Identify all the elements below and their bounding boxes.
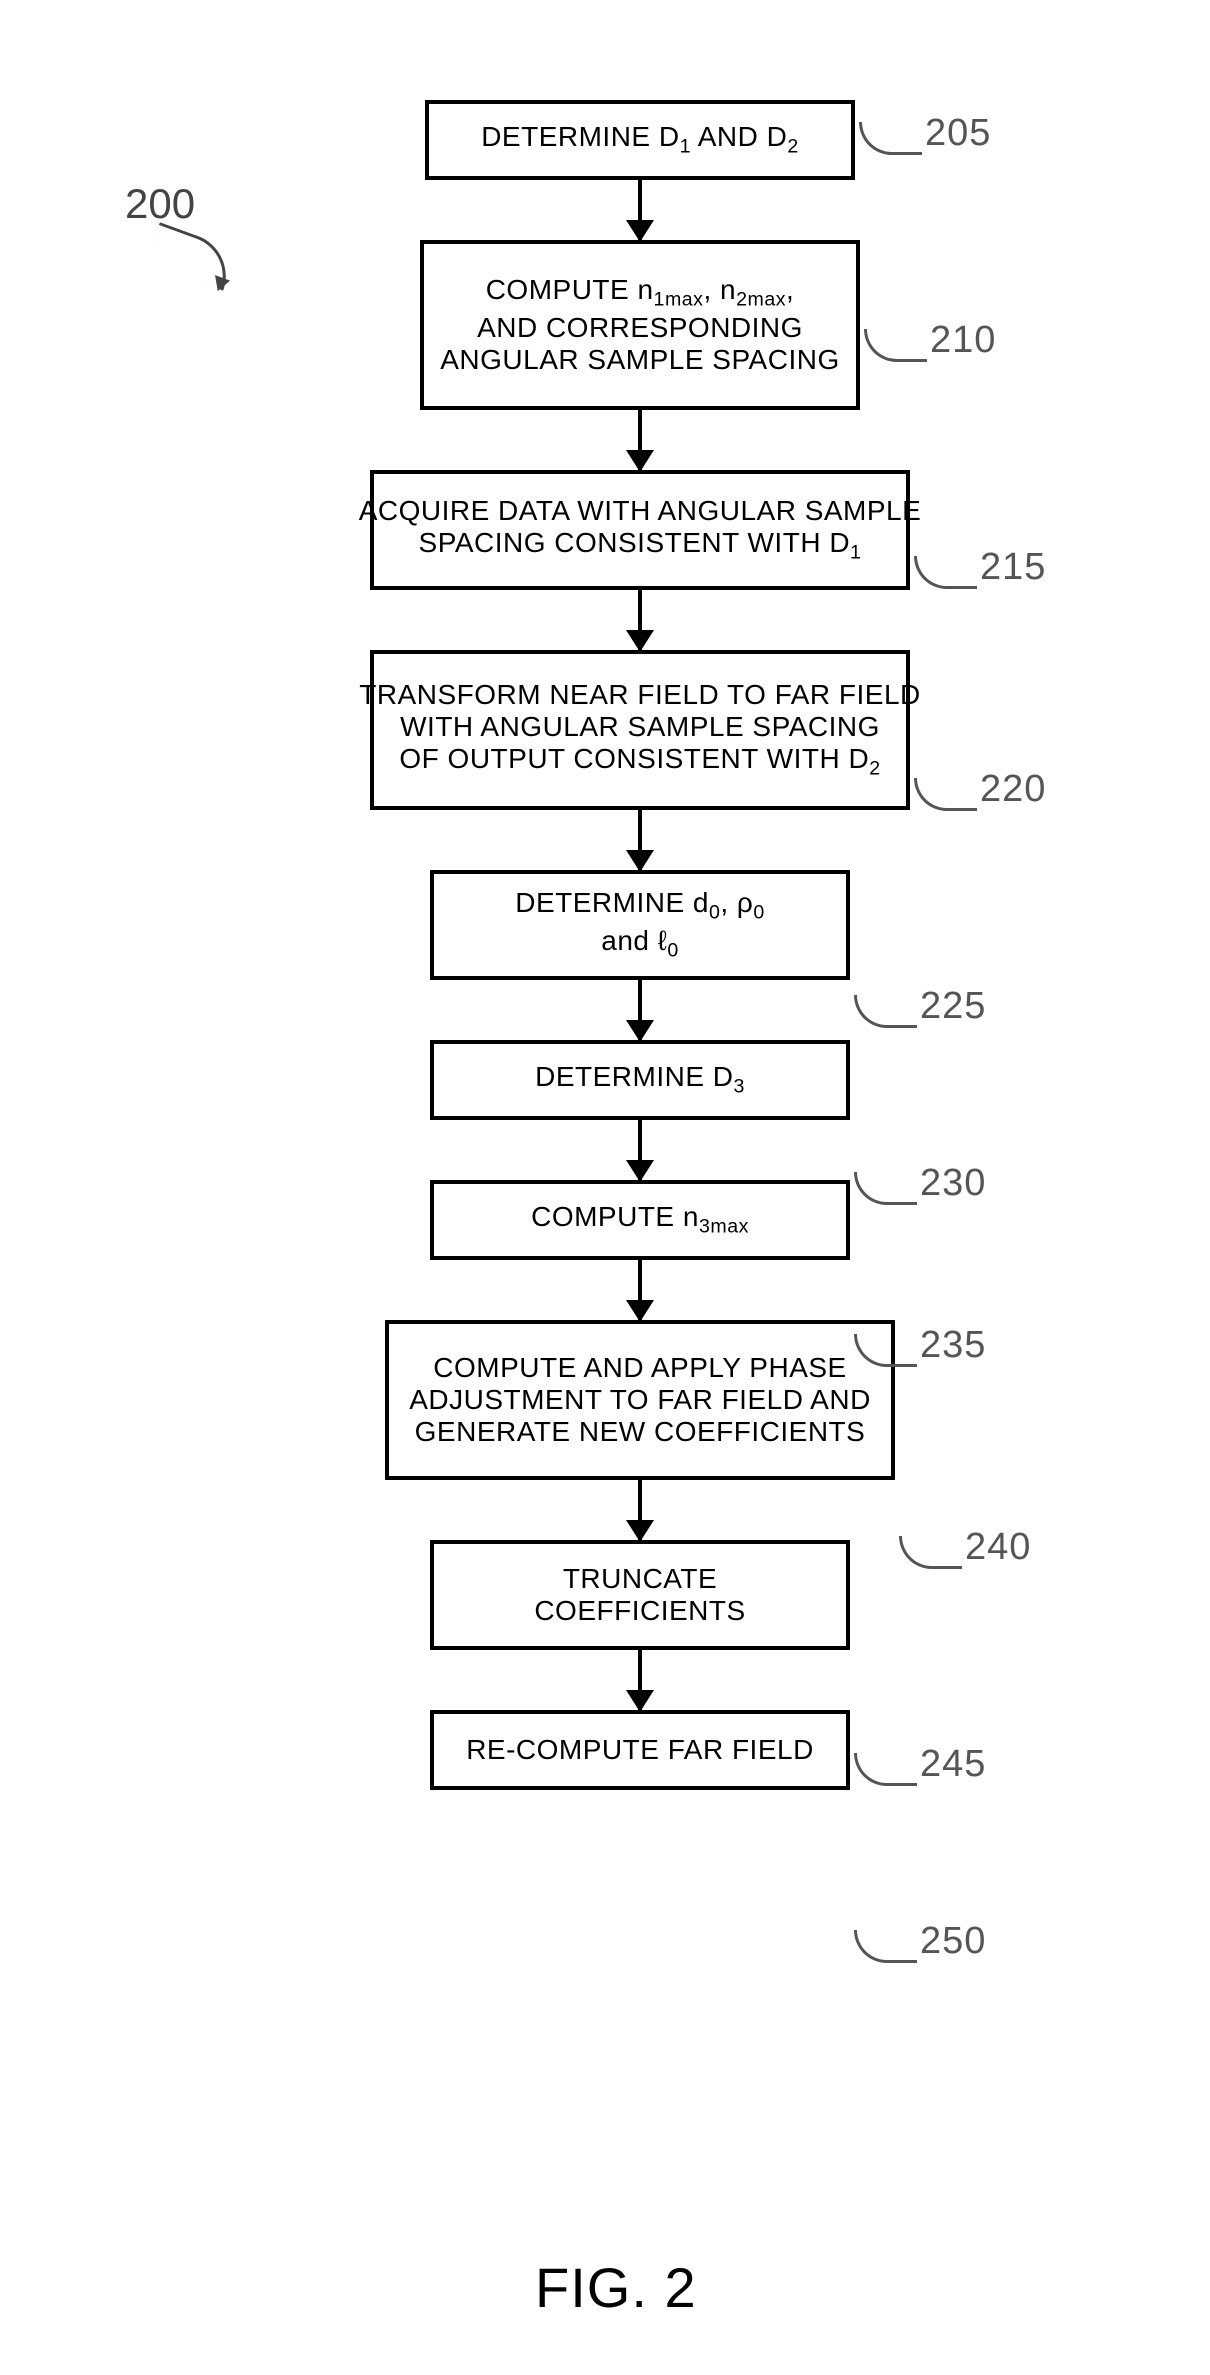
figure-reference-pointer: [145, 222, 238, 291]
step-reference-number: 230: [920, 1162, 986, 1205]
flowchart-step-text: WITH ANGULAR SAMPLE SPACING: [400, 711, 880, 743]
flowchart-step: DETERMINE D1 AND D2: [425, 100, 855, 180]
flowchart-arrow: [638, 980, 642, 1040]
flowchart-step-text: DETERMINE d0, ρ0: [515, 887, 765, 925]
step-reference-connector: [914, 556, 977, 589]
flowchart-step-text: COEFFICIENTS: [534, 1595, 745, 1627]
flowchart-step: RE-COMPUTE FAR FIELD: [430, 1710, 850, 1790]
step-reference-number: 245: [920, 1743, 986, 1786]
flowchart-arrow: [638, 590, 642, 650]
step-reference-number: 220: [980, 768, 1046, 811]
flowchart-arrow: [638, 1120, 642, 1180]
flowchart-step-text: COMPUTE AND APPLY PHASE: [433, 1352, 846, 1384]
flowchart-step-text: COMPUTE n3max: [531, 1201, 749, 1239]
flowchart-arrow: [638, 1480, 642, 1540]
flowchart-step: DETERMINE D3: [430, 1040, 850, 1120]
step-reference-number: 205: [925, 112, 991, 155]
step-reference-connector: [914, 778, 977, 811]
step-reference-number: 225: [920, 985, 986, 1028]
step-reference-number: 250: [920, 1920, 986, 1963]
flowchart-step: COMPUTE n1max, n2max,AND CORRESPONDINGAN…: [420, 240, 860, 410]
step-reference-number: 215: [980, 546, 1046, 589]
flowchart-step-text: SPACING CONSISTENT WITH D1: [419, 527, 862, 565]
step-reference-number: 210: [930, 319, 996, 362]
flowchart-step: TRANSFORM NEAR FIELD TO FAR FIELDWITH AN…: [370, 650, 910, 810]
flowchart-arrow: [638, 1260, 642, 1320]
flowchart-step-text: COMPUTE n1max, n2max,: [486, 274, 795, 312]
flowchart-step-text: TRANSFORM NEAR FIELD TO FAR FIELD: [359, 679, 921, 711]
flowchart-step: COMPUTE AND APPLY PHASEADJUSTMENT TO FAR…: [385, 1320, 895, 1480]
flowchart-step-text: RE-COMPUTE FAR FIELD: [466, 1734, 814, 1766]
flowchart-step-text: ADJUSTMENT TO FAR FIELD AND: [409, 1384, 871, 1416]
flowchart-step-text: OF OUTPUT CONSISTENT WITH D2: [399, 743, 880, 781]
flowchart-step-text: TRUNCATE: [563, 1563, 717, 1595]
page: 200 DETERMINE D1 AND D2 COMPUTE n1max, n2…: [0, 0, 1210, 2375]
flowchart-arrow: [638, 410, 642, 470]
figure-caption: FIG. 2: [535, 2255, 697, 2320]
step-reference-number: 240: [965, 1526, 1031, 1569]
flowchart-step-text: and ℓ0: [601, 925, 678, 963]
flowchart-step-text: ACQUIRE DATA WITH ANGULAR SAMPLE: [359, 495, 922, 527]
flowchart-step: DETERMINE d0, ρ0and ℓ0: [430, 870, 850, 980]
flowchart-step-text: ANGULAR SAMPLE SPACING: [440, 344, 839, 376]
flowchart-arrow: [638, 1650, 642, 1710]
flowchart-step-text: GENERATE NEW COEFFICIENTS: [415, 1416, 866, 1448]
flowchart-step-text: DETERMINE D3: [535, 1061, 745, 1099]
flowchart-arrow: [638, 810, 642, 870]
flowchart-step-text: DETERMINE D1 AND D2: [481, 121, 799, 159]
step-reference-number: 235: [920, 1324, 986, 1367]
flowchart-step: COMPUTE n3max: [430, 1180, 850, 1260]
figure-reference-number: 200: [125, 180, 195, 228]
flowchart-step: ACQUIRE DATA WITH ANGULAR SAMPLESPACING …: [370, 470, 910, 590]
flowchart-step: TRUNCATECOEFFICIENTS: [430, 1540, 850, 1650]
flowchart-step-text: AND CORRESPONDING: [477, 312, 803, 344]
flowchart-arrow: [638, 180, 642, 240]
flowchart: DETERMINE D1 AND D2 COMPUTE n1max, n2max,…: [360, 100, 920, 1790]
step-reference-connector: [854, 1930, 917, 1963]
